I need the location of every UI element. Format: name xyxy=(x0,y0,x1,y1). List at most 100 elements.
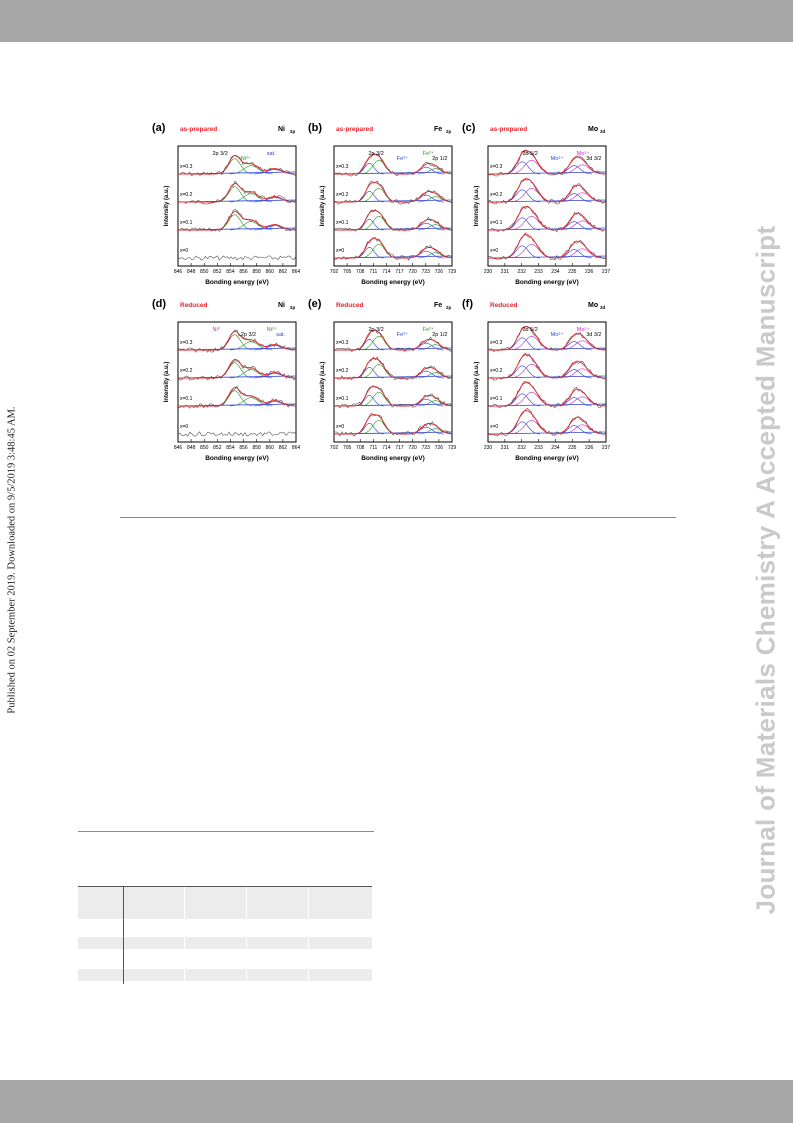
peak-annotation: 2p 3/2 xyxy=(212,151,227,157)
panel-frame xyxy=(177,321,297,443)
x-tick-label: 852 xyxy=(213,269,222,275)
sample-label: x=0.3 xyxy=(490,164,503,170)
raw-spectrum xyxy=(177,255,297,261)
envelope-fit xyxy=(488,150,607,175)
raw-spectrum xyxy=(334,180,453,205)
peak-annotation: Ni²⁺ xyxy=(241,155,251,162)
panel-letter: (d) xyxy=(152,298,166,310)
element-label: Fe xyxy=(434,302,442,309)
peak-annotation: 3d 3/2 xyxy=(586,156,601,162)
envelope-fit xyxy=(488,326,607,351)
sample-label: x=0.2 xyxy=(180,192,193,198)
x-tick-label: 233 xyxy=(534,445,543,451)
element-label: Fe xyxy=(434,126,442,133)
raw-spectrum xyxy=(333,153,453,177)
envelope-fit xyxy=(334,414,453,435)
raw-spectrum xyxy=(333,385,453,409)
x-tick-label: 234 xyxy=(551,445,560,451)
element-subscript: 2p xyxy=(290,305,296,310)
x-tick-label: 235 xyxy=(568,445,577,451)
sample-label: x=0.1 xyxy=(180,396,193,402)
envelope-fit xyxy=(488,382,607,407)
envelope-fit xyxy=(488,178,607,203)
y-axis-label: Intensity (a.u.) xyxy=(320,362,326,403)
x-tick-label: 702 xyxy=(330,445,339,451)
x-axis-label: Bonding energy (eV) xyxy=(205,279,269,286)
peak-annotation: 2p 3/2 xyxy=(368,327,383,333)
envelope-fit xyxy=(488,354,607,379)
panel-frame xyxy=(487,321,607,443)
x-tick-label: 237 xyxy=(602,269,611,275)
x-tick-label: 237 xyxy=(602,445,611,451)
y-axis-label: Intensity (a.u.) xyxy=(474,362,480,403)
x-tick-label: 862 xyxy=(279,269,288,275)
x-tick-label: 850 xyxy=(200,269,209,275)
table-row xyxy=(78,969,372,981)
sample-label: x=0.3 xyxy=(336,340,349,346)
panel-frame xyxy=(487,145,607,267)
x-tick-label: 236 xyxy=(585,269,594,275)
element-label: Ni xyxy=(278,302,285,309)
panel-frame xyxy=(177,145,297,267)
x-tick-label: 852 xyxy=(213,445,222,451)
sample-label: x=0.3 xyxy=(180,340,193,346)
sample-label: x=0 xyxy=(336,424,344,430)
xps-figure: (a) as-prepared Ni 2p 846 848 850 852 854 856 858 8… xyxy=(152,122,611,462)
x-axis-label: Bonding energy (eV) xyxy=(515,279,579,286)
x-axis-label: Bonding energy (eV) xyxy=(205,455,269,462)
panel-state-label: Reduced xyxy=(490,302,517,309)
envelope-fit xyxy=(334,154,453,175)
x-tick-label: 714 xyxy=(382,445,391,451)
y-axis-label: Intensity (a.u.) xyxy=(320,186,326,227)
peak-annotation: sat. xyxy=(276,332,285,338)
element-subscript: 3d xyxy=(600,129,606,134)
peak-annotation: 2p 1/2 xyxy=(432,156,447,162)
peak-annotation: Fe³⁺ xyxy=(423,326,434,333)
sample-label: x=0.2 xyxy=(490,192,503,198)
x-tick-label: 723 xyxy=(422,445,431,451)
sample-label: x=0.2 xyxy=(490,368,503,374)
x-axis-label: Bonding energy (eV) xyxy=(515,455,579,462)
x-tick-label: 234 xyxy=(551,269,560,275)
x-tick-label: 705 xyxy=(343,445,352,451)
raw-spectrum xyxy=(333,412,453,437)
peak-annotation: Fe²⁺ xyxy=(397,155,408,162)
table-header-rule xyxy=(78,886,372,887)
x-tick-label: 702 xyxy=(330,269,339,275)
raw-spectrum xyxy=(487,149,607,177)
envelope-fit xyxy=(334,210,453,231)
x-tick-label: 720 xyxy=(408,445,417,451)
sample-label: x=0.1 xyxy=(180,220,193,226)
table-column-gap xyxy=(184,887,185,984)
x-tick-label: 854 xyxy=(226,445,235,451)
x-tick-label: 726 xyxy=(435,445,444,451)
x-tick-label: 856 xyxy=(239,269,248,275)
panel-letter: (e) xyxy=(308,298,322,310)
sample-label: x=0 xyxy=(180,248,188,254)
x-tick-label: 846 xyxy=(174,269,183,275)
x-tick-label: 846 xyxy=(174,445,183,451)
envelope-fit xyxy=(334,182,453,203)
x-tick-label: 726 xyxy=(435,269,444,275)
peak-annotation: 2p 3/2 xyxy=(241,332,256,338)
envelope-fit xyxy=(334,358,453,379)
sample-label: x=0 xyxy=(180,424,188,430)
x-tick-label: 858 xyxy=(252,269,261,275)
raw-spectrum xyxy=(487,380,607,409)
panel-letter: (b) xyxy=(308,122,322,134)
peak-annotation: Fe³⁺ xyxy=(423,150,434,157)
panel-letter: (a) xyxy=(152,122,166,134)
publication-stamp-text: Published on 02 September 2019. Download… xyxy=(6,406,18,714)
x-tick-label: 232 xyxy=(518,269,527,275)
envelope-fit xyxy=(488,206,607,231)
sample-label: x=0.1 xyxy=(490,220,503,226)
peak-annotation: Mo⁶⁺ xyxy=(551,155,564,162)
raw-spectrum xyxy=(177,180,297,205)
x-tick-label: 864 xyxy=(292,445,301,451)
x-tick-label: 860 xyxy=(266,445,275,451)
element-subscript: 3d xyxy=(600,305,606,310)
envelope-fit xyxy=(178,182,296,203)
x-tick-label: 864 xyxy=(292,269,301,275)
table-row xyxy=(78,937,372,949)
table xyxy=(78,886,372,984)
